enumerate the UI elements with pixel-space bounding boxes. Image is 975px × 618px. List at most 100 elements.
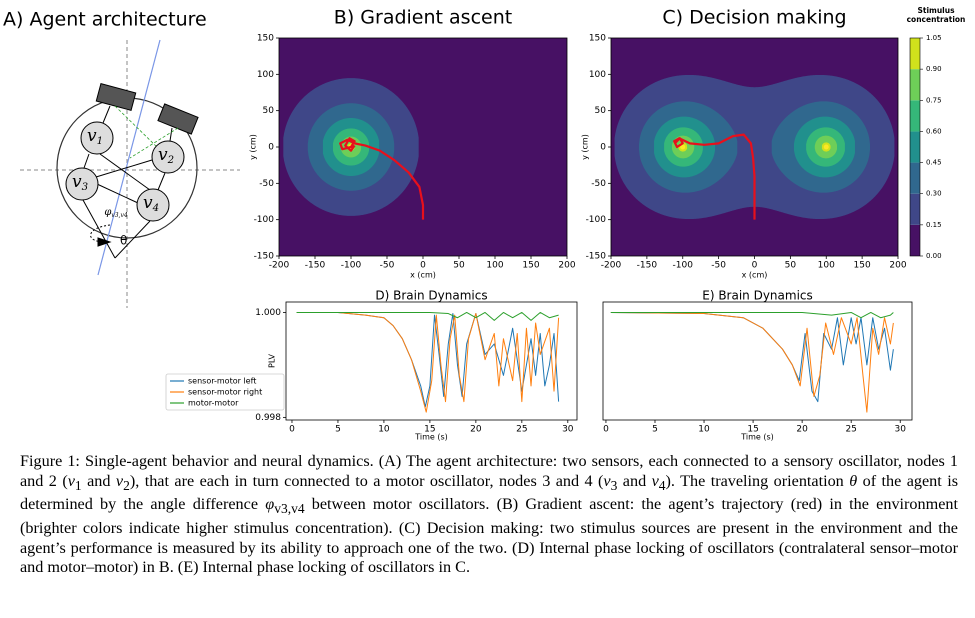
y-tick-label: 100 <box>589 70 606 80</box>
math-sub: 3 <box>82 182 88 193</box>
colorbar-tick-label: 1.05 <box>926 34 942 42</box>
math-sub: v3,v4 <box>274 501 305 517</box>
math-sub: 2 <box>167 155 174 166</box>
legend-label: sensor-motor left <box>188 377 256 386</box>
x-tick-label: 15 <box>747 425 758 435</box>
x-tick-label: 0 <box>752 261 758 271</box>
x-tick-label: -50 <box>380 261 395 271</box>
caption-text: of the agent is determined by the angle … <box>20 471 958 514</box>
y-tick-label: 50 <box>263 106 275 116</box>
x-tick-label: 30 <box>562 425 574 435</box>
math-var: v <box>87 126 97 146</box>
colorbar-segment <box>910 100 920 132</box>
plv-line <box>610 311 894 403</box>
x-tick-label: 25 <box>516 425 527 435</box>
y-axis-label: y (cm) <box>581 134 590 160</box>
math-var: v <box>115 471 124 490</box>
colorbar-title: Stimulus <box>917 6 955 15</box>
math-var: v <box>143 193 153 213</box>
caption-text: between motor oscillators. (B) Gradient … <box>20 495 958 577</box>
x-tick-label: 100 <box>486 261 503 271</box>
math-var: v <box>158 145 168 165</box>
colorbar-segment <box>910 131 920 163</box>
colorbar-segment <box>910 69 920 101</box>
caption-math: v2 <box>115 471 130 493</box>
math-var: θ <box>849 471 858 490</box>
x-tick-label: 100 <box>818 261 835 271</box>
x-tick-label: 20 <box>470 425 482 435</box>
x-tick-label: -150 <box>305 261 326 271</box>
plot-title: D) Brain Dynamics <box>375 289 487 303</box>
x-tick-label: -200 <box>601 261 622 271</box>
x-tick-label: 200 <box>558 261 575 271</box>
math-var: v <box>67 471 75 490</box>
math-sub: v3,v4 <box>111 212 128 219</box>
legend-label: sensor-motor right <box>188 388 262 397</box>
x-tick-label: 150 <box>522 261 539 271</box>
heatmap <box>611 38 898 256</box>
caption-math: v3 <box>603 471 617 493</box>
x-tick-label: 0 <box>420 261 426 271</box>
y-tick-label: -100 <box>586 215 607 225</box>
caption-text: ). The traveling orientation <box>665 471 850 490</box>
colorbar-tick-label: 0.30 <box>926 190 942 198</box>
colorbar-segment <box>910 162 920 194</box>
math-var: φ <box>104 207 111 218</box>
trajectory <box>673 133 756 220</box>
caption-math: φv3,v4 <box>265 495 304 516</box>
x-axis-label: x (cm) <box>410 271 436 280</box>
y-tick-label: 50 <box>595 106 607 116</box>
source <box>680 144 686 150</box>
y-axis-label: PLV <box>268 354 277 368</box>
theta-label: θ <box>120 234 127 248</box>
legend: sensor-motor left sensor-motor right motor… <box>165 373 285 411</box>
colorbar-segment <box>910 224 920 256</box>
colorbar-tick-label: 0.45 <box>926 159 942 167</box>
legend-frame <box>165 373 285 411</box>
plv-line <box>610 311 894 319</box>
y-tick-label: 150 <box>257 34 274 44</box>
x-tick-label: 5 <box>652 425 658 435</box>
y-tick-label: -150 <box>586 252 607 262</box>
colorbar-tick-label: 0.00 <box>926 252 942 260</box>
math-sub: 1 <box>74 477 82 493</box>
heatmap <box>279 38 567 256</box>
caption-math: v4 <box>652 472 666 493</box>
panel-title: C) Decision making <box>662 7 846 29</box>
colorbar-tick-label: 0.60 <box>926 127 942 135</box>
x-tick-label: 25 <box>845 425 856 435</box>
math-label: v3 <box>72 172 88 194</box>
legend-label: motor-motor <box>188 399 239 408</box>
math-var: v <box>603 471 611 490</box>
y-tick-label: 0 <box>600 143 606 153</box>
colorbar-tick-label: 0.75 <box>926 96 942 104</box>
x-tick-label: 10 <box>378 425 390 435</box>
x-tick-label: -100 <box>673 261 694 271</box>
panel-title: A) Agent architecture <box>3 9 207 31</box>
x-tick-label: 20 <box>796 425 808 435</box>
x-tick-label: 10 <box>698 425 710 435</box>
colorbar-segment <box>910 38 920 70</box>
y-tick-label: 150 <box>589 34 606 44</box>
colorbar-segment <box>910 193 920 225</box>
math-label: φv3,v4 <box>104 207 128 219</box>
y-tick-label: -50 <box>259 179 274 189</box>
y-tick-label: 0.998 <box>255 413 281 423</box>
x-tick-label: 50 <box>453 261 465 271</box>
x-tick-label: -50 <box>711 261 726 271</box>
math-var: v <box>72 172 82 192</box>
x-tick-label: 0 <box>289 425 295 435</box>
trajectory <box>339 137 425 220</box>
caption-text: and <box>81 471 116 490</box>
colorbar-tick-label: 0.15 <box>926 221 942 229</box>
caption-math: θ <box>849 472 857 490</box>
panel-title: B) Gradient ascent <box>334 7 512 29</box>
x-axis-label: x (cm) <box>742 271 768 280</box>
colorbar-tick-label: 0.90 <box>926 65 942 73</box>
x-tick-label: 50 <box>785 261 797 271</box>
caption-text: ), that are each in turn connected to a … <box>129 471 604 490</box>
x-axis-label: Time (s) <box>740 433 774 442</box>
x-tick-label: 0 <box>603 425 609 435</box>
